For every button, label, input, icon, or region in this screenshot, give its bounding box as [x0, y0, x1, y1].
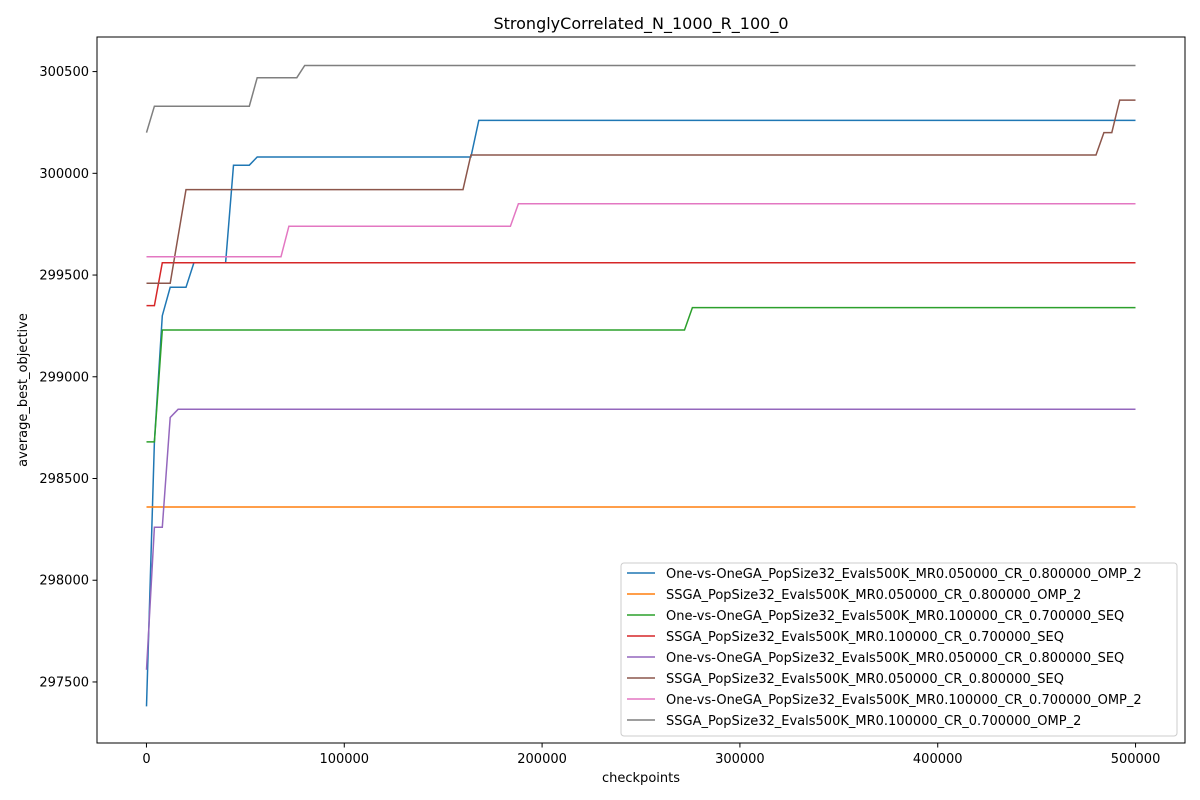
series-line-3: [146, 306, 1136, 443]
legend-label-2: SSGA_PopSize32_Evals500K_MR0.050000_CR_0…: [666, 588, 1081, 603]
y-tick-label: 298500: [39, 472, 89, 487]
legend-box: [620, 562, 1178, 737]
legend: One-vs-OneGA_PopSize32_Evals500K_MR0.050…: [620, 562, 1178, 737]
x-axis-label: checkpoints: [602, 771, 680, 786]
legend-label-6: SSGA_PopSize32_Evals500K_MR0.050000_CR_0…: [666, 672, 1064, 687]
series-line-8: [145, 64, 1136, 133]
y-axis: 297500 298000 298500 299000 299500 300000 3005…: [39, 65, 97, 690]
legend-label-1: One-vs-OneGA_PopSize32_Evals500K_MR0.050…: [666, 567, 1142, 582]
x-tick-label: 0: [142, 752, 150, 767]
legend-label-4: SSGA_PopSize32_Evals500K_MR0.100000_CR_0…: [666, 630, 1064, 645]
y-axis-label: average_best_objective: [16, 313, 31, 467]
series-line-5: [145, 408, 1136, 670]
y-tick-label: 298000: [39, 574, 89, 589]
series-line-7: [146, 203, 1136, 258]
x-axis: 0 100000 200000 300000 400000 500000: [142, 743, 1160, 767]
legend-label-8: SSGA_PopSize32_Evals500K_MR0.100000_CR_0…: [666, 714, 1081, 729]
x-tick-label: 200000: [517, 752, 567, 767]
chart-title: StronglyCorrelated_N_1000_R_100_0: [493, 14, 788, 34]
x-tick-label: 300000: [715, 752, 765, 767]
y-tick-label: 299000: [39, 370, 89, 385]
y-tick-label: 299500: [39, 269, 89, 284]
plot-lines: [145, 64, 1136, 707]
legend-label-3: One-vs-OneGA_PopSize32_Evals500K_MR0.100…: [666, 609, 1124, 624]
series-line-6: [146, 99, 1136, 284]
legend-label-7: One-vs-OneGA_PopSize32_Evals500K_MR0.100…: [666, 693, 1142, 708]
x-tick-label: 400000: [913, 752, 963, 767]
legend-label-5: One-vs-OneGA_PopSize32_Evals500K_MR0.050…: [666, 651, 1124, 666]
y-tick-label: 300000: [39, 167, 89, 182]
plot-frame: [96, 36, 1186, 744]
y-tick-label: 297500: [39, 675, 89, 690]
series-line-4: [146, 262, 1136, 307]
legend-items: One-vs-OneGA_PopSize32_Evals500K_MR0.050…: [627, 567, 1142, 729]
x-tick-label: 100000: [319, 752, 369, 767]
x-tick-label: 500000: [1111, 752, 1161, 767]
y-tick-label: 300500: [39, 65, 89, 80]
